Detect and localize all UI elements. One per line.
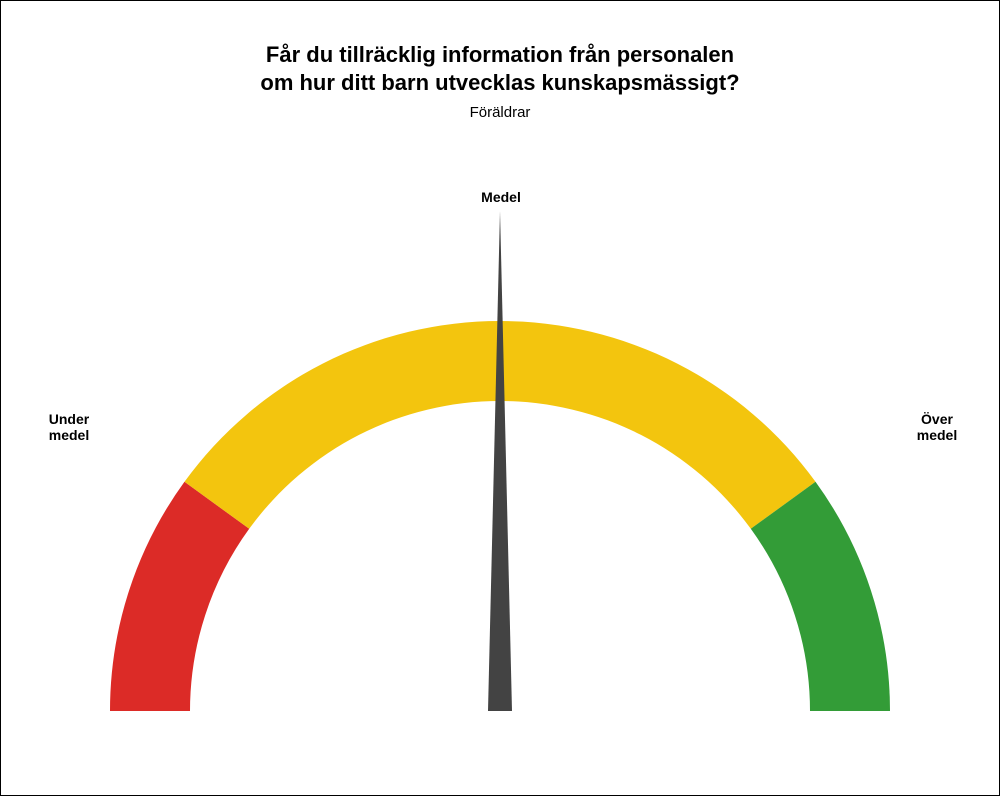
- chart-subtitle: Föräldrar: [1, 104, 999, 121]
- gauge-segment: [751, 482, 890, 711]
- chart-frame: Får du tillräcklig information från pers…: [0, 0, 1000, 796]
- gauge-label-under-medel: Under medel: [39, 411, 99, 443]
- title-block: Får du tillräcklig information från pers…: [1, 41, 999, 121]
- gauge-label-over-medel: Över medel: [907, 411, 967, 443]
- gauge-label-medel: Medel: [471, 189, 531, 205]
- gauge-svg: [50, 181, 950, 741]
- gauge-chart: [50, 181, 950, 741]
- gauge-needle: [488, 211, 512, 711]
- gauge-segment: [110, 482, 249, 711]
- title-line-1: Får du tillräcklig information från pers…: [266, 42, 734, 67]
- chart-title: Får du tillräcklig information från pers…: [1, 41, 999, 96]
- title-line-2: om hur ditt barn utvecklas kunskapsmässi…: [260, 70, 739, 95]
